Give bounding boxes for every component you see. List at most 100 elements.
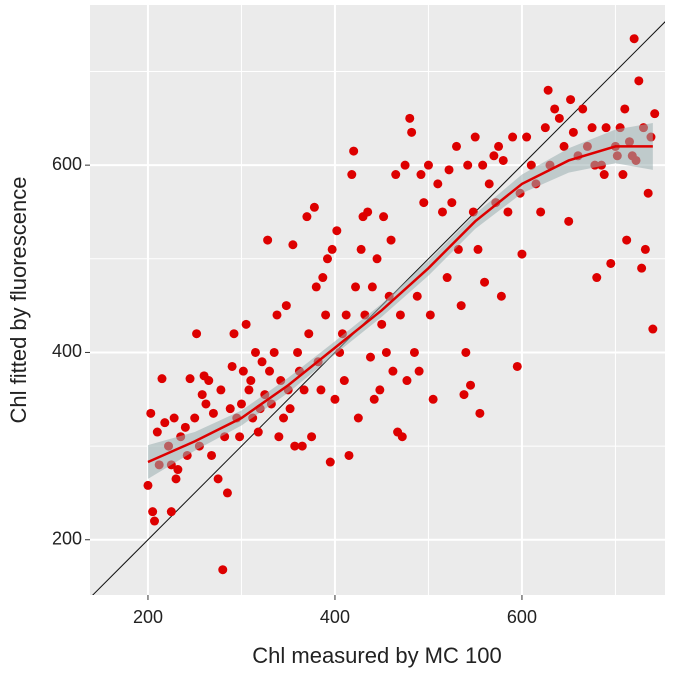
point	[397, 432, 407, 442]
point	[216, 385, 226, 395]
point	[526, 160, 536, 170]
point	[250, 347, 260, 357]
point	[297, 441, 307, 451]
point	[253, 427, 263, 437]
point	[307, 432, 317, 442]
point	[459, 390, 469, 400]
point	[388, 366, 398, 376]
y-tick-label: 600	[52, 154, 82, 174]
point	[381, 347, 391, 357]
point	[344, 450, 354, 460]
point	[400, 160, 410, 170]
point	[257, 357, 267, 367]
y-tick-label: 400	[52, 341, 82, 361]
point	[263, 235, 273, 245]
point	[423, 160, 433, 170]
point	[484, 179, 494, 189]
point	[347, 170, 357, 180]
point	[508, 132, 518, 142]
point	[402, 376, 412, 386]
point	[444, 165, 454, 175]
point	[550, 104, 560, 114]
point	[246, 376, 256, 386]
point	[173, 465, 183, 475]
point	[395, 310, 405, 320]
point	[543, 85, 553, 95]
point	[622, 235, 632, 245]
point	[332, 226, 342, 236]
point	[489, 151, 499, 161]
point	[407, 127, 417, 137]
point	[152, 427, 162, 437]
point	[204, 376, 214, 386]
point	[409, 347, 419, 357]
point	[554, 113, 564, 123]
point	[456, 301, 466, 311]
point	[414, 366, 424, 376]
point	[416, 170, 426, 180]
point	[318, 273, 328, 283]
point	[363, 207, 373, 217]
point	[540, 123, 550, 133]
confidence-band	[147, 123, 653, 479]
point	[587, 123, 597, 133]
point	[466, 380, 476, 390]
point	[452, 141, 462, 151]
point	[419, 198, 429, 208]
point	[208, 408, 218, 418]
panel	[90, 5, 665, 595]
point	[201, 399, 211, 409]
point	[265, 366, 275, 376]
point	[599, 170, 609, 180]
point	[213, 474, 223, 484]
point	[433, 179, 443, 189]
point	[150, 516, 160, 526]
point	[244, 385, 254, 395]
point	[169, 413, 179, 423]
point	[643, 188, 653, 198]
point	[536, 207, 546, 217]
point	[517, 249, 527, 259]
point	[241, 319, 251, 329]
point	[293, 347, 303, 357]
point	[470, 132, 480, 142]
point	[498, 155, 508, 165]
point	[566, 95, 576, 105]
point	[322, 254, 332, 264]
point	[367, 282, 377, 292]
point	[379, 212, 389, 222]
point	[269, 347, 279, 357]
point	[304, 329, 314, 339]
point	[166, 507, 176, 517]
point	[578, 104, 588, 114]
point	[229, 329, 239, 339]
point	[238, 366, 248, 376]
point	[146, 408, 156, 418]
plot-area	[92, 21, 665, 595]
point	[473, 244, 483, 254]
point	[480, 277, 490, 287]
y-axis-label: Chl fitted by fluorescence	[6, 176, 31, 423]
point	[299, 385, 309, 395]
point	[606, 258, 616, 268]
point	[405, 113, 415, 123]
point	[222, 488, 232, 498]
point	[559, 141, 569, 151]
point	[197, 390, 207, 400]
point	[463, 160, 473, 170]
point	[341, 310, 351, 320]
point	[640, 244, 650, 254]
point	[386, 235, 396, 245]
point	[218, 565, 228, 575]
x-tick-label: 600	[507, 607, 537, 627]
point	[290, 441, 300, 451]
point	[428, 394, 438, 404]
point	[650, 109, 660, 119]
point	[225, 404, 235, 414]
point	[274, 432, 284, 442]
point	[629, 34, 639, 44]
axes: 200 400 600 200 400 600	[52, 154, 537, 627]
point	[437, 207, 447, 217]
point	[160, 418, 170, 428]
